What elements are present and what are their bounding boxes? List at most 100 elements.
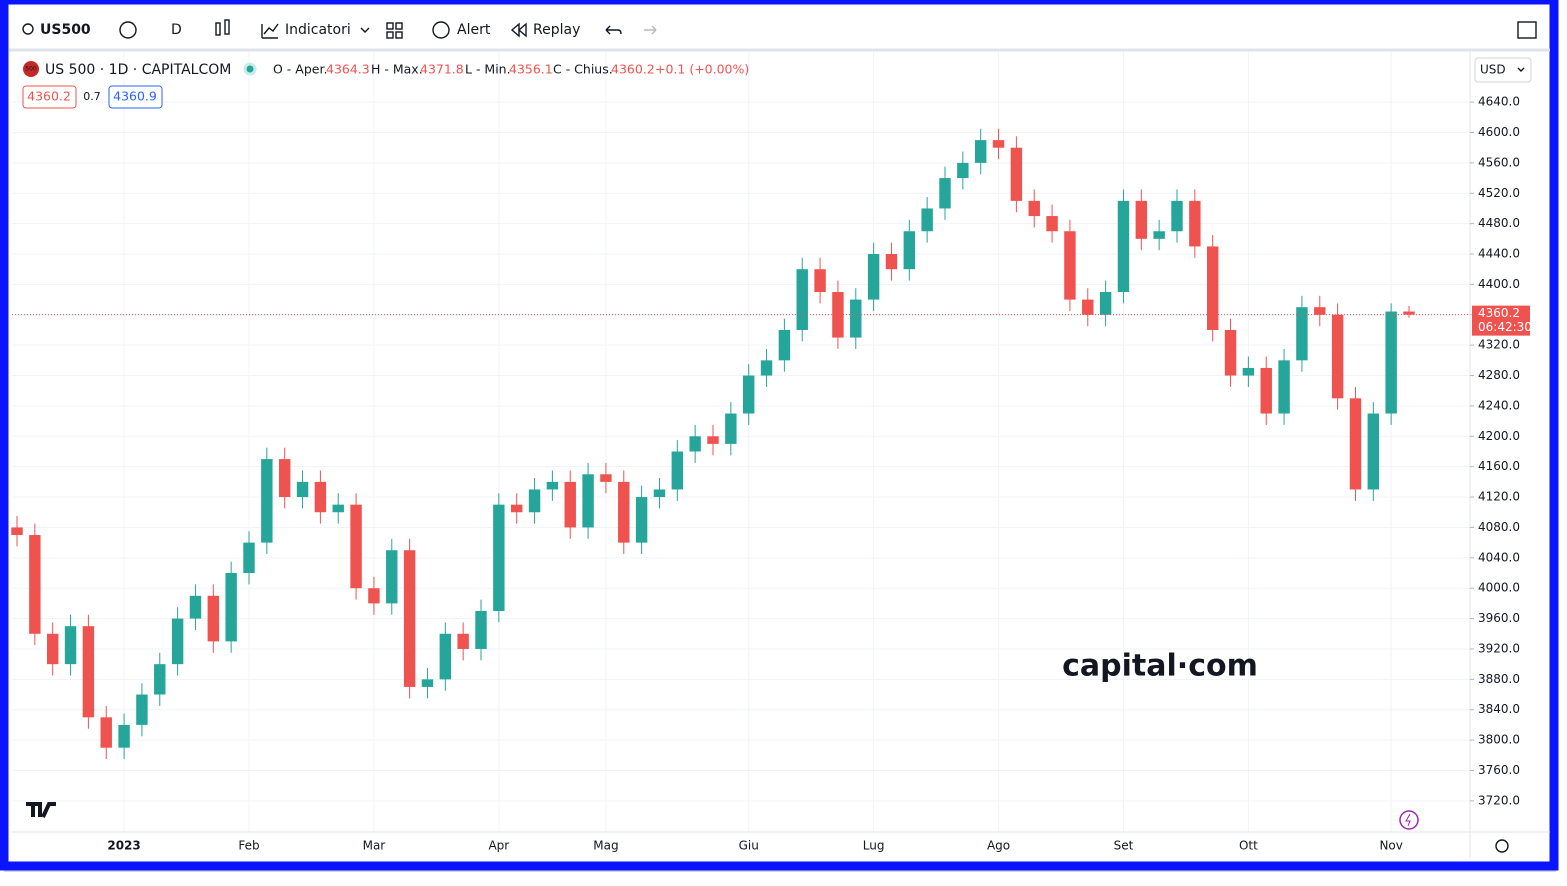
candle-body [1099,292,1112,315]
undo-icon[interactable] [605,25,622,35]
y-tick-label: 3840.0 [1478,702,1520,716]
candle-body [1028,200,1040,217]
candle-body [510,504,523,513]
high-label: H - Max. [371,62,423,77]
candle-body [796,269,808,330]
y-tick-label: 4400.0 [1478,277,1520,291]
candle-body [11,527,23,536]
indicators[interactable]: Indicatori [285,22,351,38]
replay[interactable]: Replay [533,22,580,38]
y-tick-label: 3720.0 [1478,793,1520,807]
candle-body [974,140,987,163]
x-tick-label: Apr [488,839,509,853]
settings-icon[interactable] [1495,839,1509,853]
redo-icon[interactable] [644,25,657,35]
candle-body [1135,200,1148,239]
frame [0,0,1559,871]
alert-icon [432,21,450,39]
change: +0.1 (+0.00%) [655,62,749,77]
candle-body [867,254,880,300]
alert[interactable]: Alert [457,22,491,38]
close-value: 4360.2 [611,62,655,77]
candle-body [903,231,916,270]
interval[interactable]: D [171,22,182,38]
watermark: capital·com [1062,649,1258,684]
candle-body [582,474,594,528]
x-tick-label: Ago [987,839,1010,853]
spread: 0.7 [83,90,101,103]
low-value: 4356.1 [509,62,553,77]
y-tick-label: 4240.0 [1478,398,1520,412]
y-tick-label: 4000.0 [1478,581,1520,595]
candle-body [1367,413,1380,490]
ask-box[interactable] [108,85,163,109]
candle-body [243,542,255,574]
fullscreen-icon[interactable] [1517,21,1537,39]
currency-box[interactable] [1474,57,1532,83]
candle-body [1278,360,1290,414]
candle-body [154,664,166,695]
candle-body [314,481,327,513]
bid[interactable]: 4360.2 [27,89,71,104]
candle-body [957,162,969,179]
candle-body [1082,299,1094,315]
candle-body [207,595,220,642]
candle-body [439,633,452,680]
candle-body [1385,311,1397,414]
x-tick-label: Feb [238,839,259,853]
candle-body [1403,311,1415,315]
candle-body [475,610,487,649]
candle-body [725,413,737,444]
dropdown-icon[interactable] [1517,67,1525,72]
x-tick-label: 2023 [107,839,140,853]
toolbar: US500 D Indicatori Alert Replay [9,19,1550,52]
candle-icon[interactable] [215,22,221,36]
candle-body [921,208,933,232]
y-tick-label: 4040.0 [1478,550,1520,564]
candle-body [421,679,434,687]
candle-body [225,573,237,642]
open-label: O - Aper. [273,62,327,77]
flash-icon[interactable] [1399,810,1419,830]
close-label: C - Chius. [553,62,613,77]
candle-body [100,717,112,748]
candle-body [939,178,951,209]
candle-body [1314,307,1326,315]
symbol[interactable]: US500 [40,22,91,38]
candle-body [457,633,469,649]
candle-body [1046,216,1058,232]
candle-body [600,474,612,482]
candle-body [332,504,344,513]
candle-body [1064,231,1076,300]
badge-text: 500 [25,66,37,73]
y-tick-label: 4120.0 [1478,490,1520,504]
grid [12,52,1470,832]
candle-body [742,375,755,414]
candle-body [1206,246,1219,330]
y-tick-label: 3800.0 [1478,733,1520,747]
y-tick-label: 4600.0 [1478,125,1520,139]
candle-body [635,497,648,543]
candle-body [1296,307,1308,361]
bid-box[interactable] [22,85,77,109]
candle-body [1331,314,1344,399]
candle-body [1189,200,1201,247]
dropdown-icon[interactable] [360,27,370,33]
low-label: L - Min. [465,62,511,77]
search-icon [22,23,34,35]
currency[interactable]: USD [1480,63,1506,77]
candle-body [386,550,398,604]
candle-body [546,481,559,490]
ask[interactable]: 4360.9 [113,89,157,104]
y-tick-label: 3960.0 [1478,611,1520,625]
layout-icon[interactable] [386,22,394,30]
y-tick-label: 4480.0 [1478,216,1520,230]
legend: 500 US 500 · 1D · CAPITALCOM O - Aper. 4… [22,61,749,109]
candle-body [1153,231,1165,239]
candle-body [1117,200,1130,292]
candle-body [1224,329,1237,376]
market-status [243,62,257,76]
x-tick-label: Mar [363,839,386,853]
add-icon[interactable] [119,21,137,39]
